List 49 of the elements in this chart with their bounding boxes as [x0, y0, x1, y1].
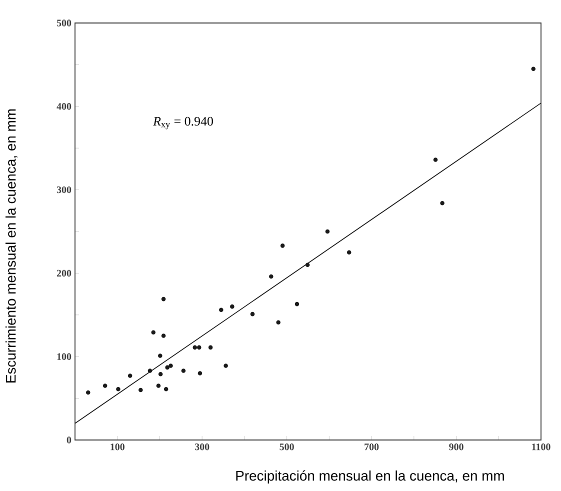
point [230, 304, 234, 309]
point [208, 345, 213, 350]
y-tick-label: 300 [56, 186, 72, 194]
y-tick-label: 0 [66, 436, 72, 444]
point [192, 345, 198, 350]
point [86, 390, 90, 395]
point [158, 354, 162, 358]
point [440, 201, 444, 206]
point [156, 384, 161, 388]
point [276, 320, 280, 325]
point [219, 308, 224, 312]
point [305, 262, 310, 268]
y-tick-label: 500 [56, 20, 72, 26]
point [128, 374, 132, 378]
point [168, 364, 173, 368]
point [224, 364, 228, 368]
point [346, 250, 352, 254]
point [325, 229, 330, 234]
point [158, 372, 163, 376]
point [181, 368, 186, 373]
point [294, 302, 300, 306]
point [116, 386, 120, 392]
point [196, 345, 202, 350]
x-tick-label: 500 [280, 444, 294, 450]
point [433, 158, 438, 162]
x-tick-label: 100 [110, 444, 124, 450]
point [165, 365, 170, 370]
point [269, 274, 274, 279]
y-tick-label: 400 [56, 103, 72, 110]
x-tick-label: 700 [364, 444, 379, 450]
x-tick-label: 1100 [532, 444, 550, 450]
y-tick-label: 200 [56, 270, 72, 277]
x-tick-label: 900 [449, 444, 464, 450]
point [250, 312, 255, 316]
point [164, 386, 168, 392]
x-tick-label: 300 [194, 444, 210, 450]
point [161, 334, 166, 338]
point [198, 371, 202, 376]
point [280, 244, 285, 248]
y-axis-title: Escurrimiento mensual en la cuenca, en mm [6, 109, 18, 382]
point [102, 384, 108, 388]
point [151, 330, 156, 335]
y-tick-label: 100 [57, 353, 72, 360]
point [161, 296, 166, 302]
x-axis-title: Precipitación mensual en la cuenca, en mm [236, 470, 504, 484]
point [531, 66, 536, 72]
point [148, 368, 152, 373]
annotation: R$_{xy}$ = 0.940 [153, 116, 213, 130]
point [138, 388, 143, 392]
